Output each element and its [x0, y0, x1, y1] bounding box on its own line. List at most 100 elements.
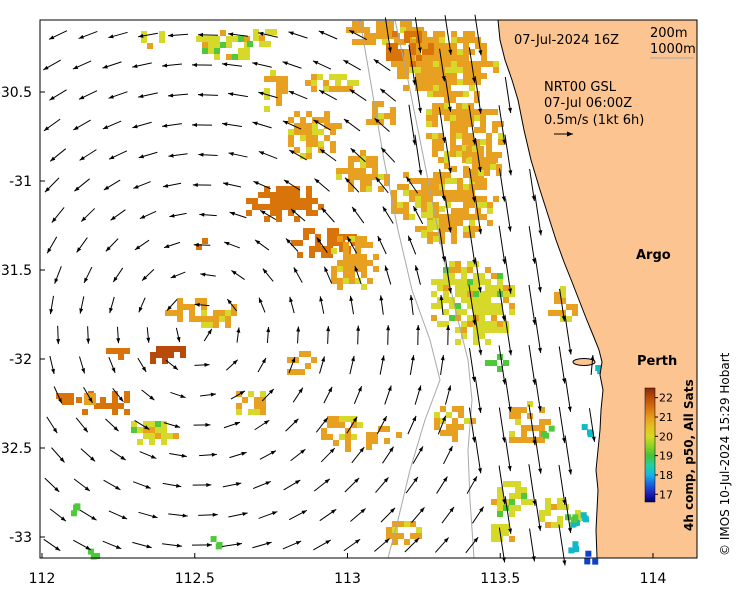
current-arrow-161: [499, 288, 506, 322]
sst-cell-502: [473, 333, 479, 339]
sst-cell-377: [415, 226, 421, 232]
sst-cell-760: [225, 316, 231, 322]
sst-cell-609: [331, 272, 337, 278]
sst-cell-185: [450, 97, 456, 103]
sst-cell-556: [315, 234, 321, 240]
sst-cell-229: [426, 133, 432, 139]
sst-cell-78: [433, 67, 439, 73]
sst-cell-221: [492, 121, 498, 127]
sst-cell-216: [450, 121, 456, 127]
bathy-legend-1000: 1000m: [650, 42, 696, 57]
sst-cell-392: [469, 232, 475, 238]
sst-cell-598: [349, 260, 355, 266]
sst-cell-69: [481, 61, 487, 67]
current-arrow-197: [498, 345, 507, 385]
sst-cell-741: [189, 304, 195, 310]
sst-cell-499: [497, 327, 503, 333]
sst-cell-806: [149, 427, 155, 433]
sst-cell-582: [355, 236, 361, 242]
sst-cell-453: [479, 297, 485, 303]
sst-cell-983: [484, 158, 490, 164]
sst-cell-203: [486, 109, 492, 115]
sst-cell-606: [355, 266, 361, 272]
sst-cell-963: [260, 409, 266, 415]
sst-cell-287: [427, 178, 433, 184]
current-arrow-253: [505, 438, 512, 472]
current-arrow-185: [137, 357, 147, 373]
sst-cell-988: [490, 164, 496, 170]
sst-cell-505: [473, 339, 479, 345]
sst-cell-523: [270, 198, 276, 204]
sst-cell-242: [468, 139, 474, 145]
sst-cell-797: [124, 409, 130, 415]
sst-cell-34: [439, 49, 445, 55]
current-arrow-74: [414, 134, 423, 176]
sst-cell-64: [451, 61, 457, 67]
current-arrow-63: [79, 149, 97, 161]
sst-cell-42: [403, 55, 409, 61]
current-arrow-289: [504, 496, 513, 534]
sst-cell-845: [384, 438, 390, 444]
sst-cell-406: [443, 273, 449, 279]
sst-cell-509: [282, 186, 288, 192]
sst-cell-113: [421, 85, 427, 91]
sst-cell-457: [437, 303, 443, 309]
sst-cell-337: [421, 202, 427, 208]
sst-cell-643: [232, 54, 238, 60]
current-arrow-260: [162, 482, 182, 488]
sst-cell-334: [397, 202, 403, 208]
current-arrow-284: [350, 508, 366, 522]
sst-cell-540: [306, 204, 312, 210]
sst-cell-854: [440, 418, 446, 424]
sst-cell-340: [445, 202, 451, 208]
current-arrow-49: [132, 121, 152, 129]
current-arrow-114: [105, 238, 119, 252]
current-arrow-189: [257, 357, 267, 373]
sst-cell-663: [300, 123, 306, 129]
sst-cell-1051: [566, 304, 572, 310]
current-arrow-31: [78, 90, 98, 100]
sst-cell-865: [452, 436, 458, 442]
sst-cell-631: [208, 42, 214, 48]
sst-cell-918: [539, 510, 545, 516]
y-axis: -30.5 -31 -31.5 -32 -32.5 -33: [0, 85, 45, 546]
sst-cell-709: [348, 174, 354, 180]
current-arrow-59: [438, 107, 446, 143]
sst-cell-877: [521, 425, 527, 431]
current-arrow-73: [380, 147, 396, 163]
sst-cell-348: [403, 208, 409, 214]
current-arrow-291: [564, 496, 572, 534]
sst-cell-838: [378, 426, 384, 432]
sst-cell-445: [503, 291, 509, 297]
current-arrow-217: [535, 378, 542, 412]
current-arrow-100: [199, 212, 217, 217]
current-arrow-295: [132, 541, 152, 549]
sst-cell-628: [238, 36, 244, 42]
sst-cell-692: [360, 150, 366, 156]
sst-cell-51: [457, 55, 463, 61]
sst-cell-1060: [305, 351, 311, 357]
sst-cell-775: [150, 358, 156, 364]
sst-cell-117: [445, 85, 451, 91]
current-arrow-153: [258, 297, 266, 313]
sst-cell-668: [336, 123, 342, 129]
sst-cell-481: [479, 315, 485, 321]
sst-cell-960: [236, 409, 242, 415]
sst-cell-131: [406, 21, 412, 27]
current-arrow-34: [167, 93, 189, 98]
sst-cell-886: [521, 437, 527, 443]
sst-cell-721: [360, 186, 366, 192]
sst-cell-674: [318, 129, 324, 135]
sst-cell-320: [391, 196, 397, 202]
sst-cell-222: [498, 121, 504, 127]
sst-cell-76: [421, 67, 427, 73]
sst-cell-748: [201, 310, 207, 316]
sst-cell-659: [312, 117, 318, 123]
current-arrow-245: [259, 450, 277, 460]
copyright-label: © IMOS 10-Jul-2024 15:29 Hobart: [718, 352, 732, 556]
sst-cell-614: [337, 278, 343, 284]
sst-cell-654: [294, 111, 300, 117]
sst-cell-844: [372, 438, 378, 444]
current-arrow-138: [323, 266, 333, 284]
sst-cell-608: [373, 266, 379, 272]
